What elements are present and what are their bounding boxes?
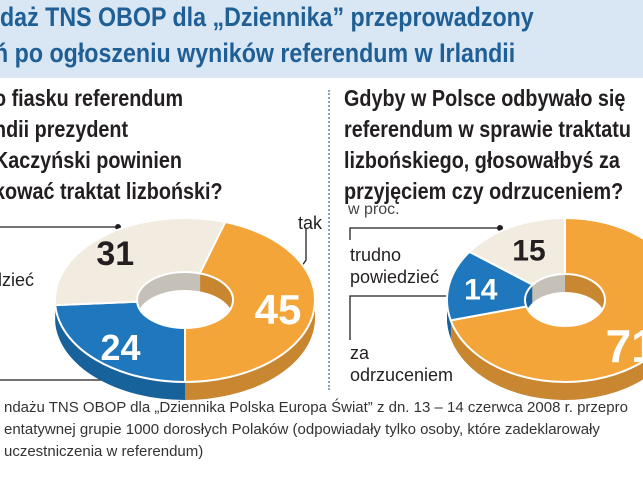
right-question-line: lizbońskiego, głosowałbyś za [344,147,620,173]
right-question: Gdyby w Polsce odbywało się referendum w… [344,83,631,207]
donut-value-label: 14 [464,274,498,307]
footnote-line-1: ndażu TNS OBOP dla „Dziennika Polska Eur… [4,399,628,416]
header-title-line-1: daż TNS OBOP dla „Dziennika” przeprowadz… [0,2,534,32]
left-label-trudno: dzieć [0,270,35,290]
right-label-trudno-line-1: trudno [350,245,402,265]
left-question: o fiasku referendum ndii prezydent Kaczy… [0,83,223,207]
left-question-line: o fiasku referendum [0,85,184,111]
right-label-trudno-line-2: powiedzieć [350,267,440,287]
donut-chart-right: 71 14 15 [446,216,643,400]
leader-dot [497,225,503,231]
column-divider [328,90,330,390]
donut-value-label: 15 [512,235,545,268]
donut-slice [449,216,643,383]
right-label-za-line-2: odrzuceniem [350,365,454,385]
right-question-line: Gdyby w Polsce odbywało się [344,85,626,111]
donut-value-label: 45 [255,286,302,333]
right-question-line: referendum w sprawie traktatu [344,116,631,142]
footnote-line-2: entatywnej grupie 1000 dorosłych Polaków… [4,421,600,438]
leader-line-za [349,295,460,340]
left-question-line: ndii prezydent [0,116,129,142]
left-label-tak: tak [298,213,323,233]
right-label-za-line-1: za [350,343,370,363]
donut-slice [184,220,316,384]
header-title-line-2: ń po ogłoszeniu wyników referendum w Irl… [0,38,516,68]
right-label-za: za odrzuceniem [350,342,453,386]
leader-line-trudno [349,227,500,240]
donut-slice [467,216,566,286]
footnote-line-3: uczestniczenia w referendum) [4,443,204,460]
donut-value-label: 71 [606,320,643,372]
donut-slice [54,217,227,307]
left-question-line: kować traktat lizboński? [0,178,223,204]
donut-slice [446,250,535,322]
footnote: ndażu TNS OBOP dla „Dziennika Polska Eur… [4,397,628,463]
left-question-line: Kaczyński powinien [0,147,182,173]
donut-value-label: 31 [96,235,134,273]
right-question-line: przyjęciem czy odrzuceniem? [344,178,624,204]
donut-slice [54,300,186,384]
donut-chart-left: 45 24 31 [54,217,316,400]
unit-label: w proc. [348,201,400,218]
header-banner: daż TNS OBOP dla „Dziennika” przeprowadz… [0,0,643,78]
donut-value-label: 24 [100,327,140,368]
right-label-trudno: trudno powiedzieć [350,244,439,288]
